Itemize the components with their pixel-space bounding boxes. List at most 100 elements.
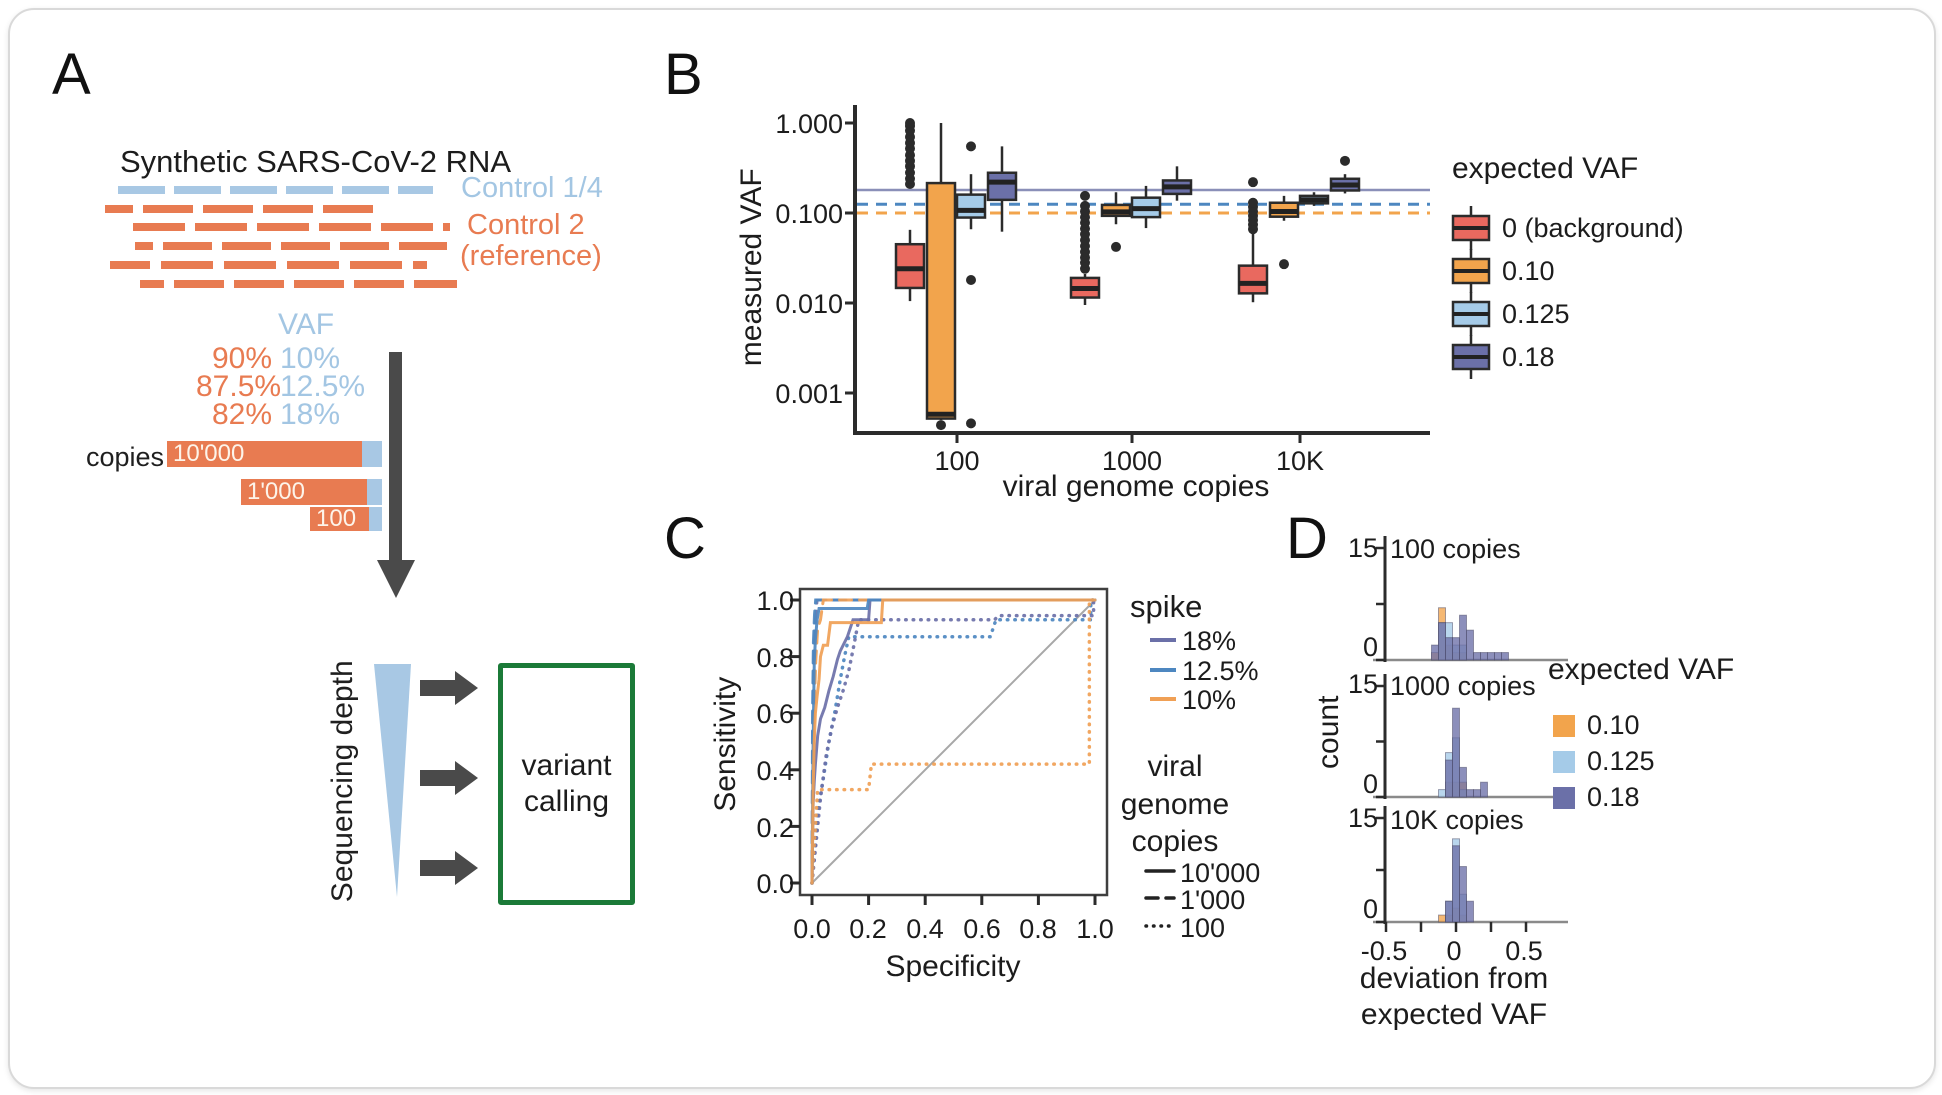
d-legend-label: 0.18 [1587,782,1640,812]
control-reference-label-line1: Control 2 [467,209,585,241]
boxplot-outlier-dot [1248,197,1258,208]
d-x-tick: -0.5 [1360,936,1408,966]
d-y-tick-15: 15 [1347,533,1378,563]
d-legend-item-0125: 0.125 [1553,746,1655,777]
boxplot-box [1237,264,1269,295]
boxplot-outlier-dot [1248,177,1258,188]
b-legend-title: expected VAF [1452,152,1639,185]
right-arrow-icon [420,761,478,795]
b-legend-item-018: 0.18 [1502,342,1555,372]
hist-bar [1494,652,1502,661]
copy-bar-reference-segment [241,479,367,505]
c-spike-item-18: 18% [1182,626,1237,656]
d-hist-title-1000: 1000 copies [1390,671,1536,701]
hist-bar [1438,914,1446,923]
c-y-tick: 1.0 [756,586,794,616]
d-hist-title-100: 100 copies [1390,534,1521,564]
d-legend-label: 0.10 [1587,710,1640,740]
c-copies-legend-title-line2: genome [1120,788,1230,821]
vaf-spike-value: 18% [280,398,341,431]
d-legend-swatch-orange [1553,714,1575,737]
d-y-tick-15: 15 [1347,803,1378,833]
d-x-axis-title-line2: expected VAF [1360,998,1548,1031]
boxplot-outlier-dot [1080,190,1090,201]
d-x-axis-title-line1: deviation from [1359,962,1549,995]
c-spike-legend-title: spike [1130,589,1203,624]
hist-bar [1431,644,1439,661]
copy-bar-reference-segment [167,441,362,467]
hist-bar [1487,652,1495,661]
c-x-tick: 0.0 [793,914,831,944]
roc-curve-18%-10'000 [810,598,1097,885]
right-arrow-icon [420,851,478,885]
panel-a-letter: A [52,42,91,107]
c-diagonal-line [811,599,1096,884]
c-spike-item-125: 12.5% [1182,656,1259,686]
c-x-axis-title: Specificity [885,950,1021,983]
panel-d-letter: D [1286,506,1328,571]
d-legend-swatch-purple [1553,786,1575,809]
b-y-tick: 1.000 [775,109,843,139]
copy-bar-1000: 1'000 [241,479,382,505]
b-x-tick: 100 [934,446,980,476]
d-legend-swatch-lightblue [1553,750,1575,773]
b-y-tick: 0.100 [775,199,843,229]
d-y-tick-0: 0 [1362,632,1378,662]
c-x-tick: 0.6 [963,914,1001,944]
roc-curve-12.5%-10'000 [810,598,1097,885]
b-legend-item-010: 0.10 [1502,256,1555,286]
control-quarter-label: Control 1/4 [461,172,603,204]
vaf-spike-value: 10% [280,342,341,375]
hist-bar [1466,900,1474,923]
c-copies-item-1000: 1'000 [1180,885,1246,915]
boxplot-box [925,181,957,420]
b-y-tick: 0.010 [775,289,843,319]
hist-bar [1452,707,1460,798]
hist-bar [1452,845,1460,923]
hist-bar [1473,789,1481,798]
copy-bar-reference-segment [310,507,369,531]
down-arrow-shaft [389,352,402,560]
control-reference-label-line2: (reference) [460,240,602,272]
hist-bar [1480,652,1488,661]
boxplot-outlier-dot [966,141,976,152]
copy-bar-spike-segment [367,479,382,505]
boxplot-box [894,242,926,290]
right-arrow-icon [420,671,478,705]
b-x-tick: 1000 [1101,446,1163,476]
variant-calling-box: variant calling [498,663,635,905]
copy-bar-spike-segment [362,441,382,467]
hist-bar [1459,866,1467,923]
d-y-tick-0: 0 [1362,894,1378,924]
d-x-tick: 0.5 [1505,936,1543,966]
hist-bar [1466,629,1474,661]
hist-bar [1466,789,1474,798]
b-legend-item-background: 0 (background) [1502,213,1684,243]
c-copies-legend-title-line3: copies [1131,825,1219,858]
c-spike-item-10: 10% [1182,685,1237,715]
boxplot-box [955,193,987,219]
hist-bar [1445,759,1453,798]
c-y-tick: 0.2 [756,813,794,843]
d-y-tick-15: 15 [1347,669,1378,699]
c-y-tick: 0.4 [756,756,794,786]
d-legend-label: 0.125 [1587,746,1655,776]
c-x-tick: 0.8 [1019,914,1057,944]
copy-bar-label: 1'000 [247,478,305,505]
b-legend-item-0125: 0.125 [1502,299,1570,329]
d-legend-title: expected VAF [1548,653,1735,686]
panel-c-letter: C [664,506,706,571]
vaf-spike-value: 12.5% [280,370,366,403]
hist-bar [1445,637,1453,661]
hist-bar [1473,652,1481,661]
b-y-axis-title: measured VAF [734,168,768,367]
vaf-reference-value: 82% [211,398,272,431]
copy-bar-100: 100 [310,507,382,531]
roc-curve-10%-100 [810,598,1097,885]
c-copies-item-10000: 10'000 [1180,858,1261,888]
roc-curve-10%-10'000 [810,598,1097,885]
c-y-axis-title: Sensitivity [708,676,742,812]
panel-a-title: Synthetic SARS-CoV-2 RNA [120,144,512,179]
panel-b-letter: B [664,42,703,107]
